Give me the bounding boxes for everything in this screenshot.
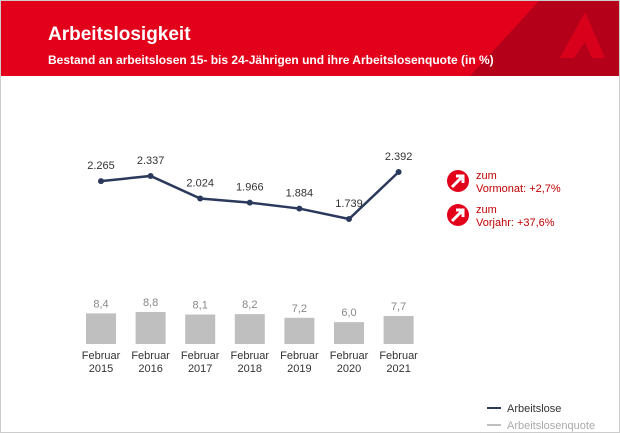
x-tick-label: Februar 2015 xyxy=(81,350,121,375)
value-label: 8,1 xyxy=(193,300,208,312)
annotation-text: zum xyxy=(476,204,497,216)
annotation-text: Vormonat: +2,7% xyxy=(476,183,561,195)
point xyxy=(346,216,352,222)
x-tick-label: Februar 2016 xyxy=(131,350,170,375)
value-label: 2.392 xyxy=(385,151,413,163)
value-label: 8,8 xyxy=(143,297,158,309)
icon xyxy=(447,170,469,192)
x-tick-label: Februar 2019 xyxy=(280,350,319,375)
value-label: 8,4 xyxy=(93,298,108,310)
point xyxy=(98,178,104,185)
value-label: 7,7 xyxy=(391,301,406,313)
bar xyxy=(383,315,414,344)
value-label: 8,2 xyxy=(242,299,257,311)
logo xyxy=(560,12,605,58)
x-tick-label: Februar 2017 xyxy=(180,350,220,375)
subtitle: Bestand an arbeitslosen 15- bis 24-Jähri… xyxy=(48,53,494,67)
value-label: 1.739 xyxy=(335,198,363,210)
annotation: zum Vorjahr: +37,6% xyxy=(476,204,555,230)
x-tick-label: Februar 2020 xyxy=(329,350,369,375)
bar xyxy=(185,314,216,344)
annotation-text: zum xyxy=(476,170,497,182)
bar xyxy=(135,311,166,344)
value-label: 7,2 xyxy=(292,303,307,315)
icon xyxy=(447,204,469,226)
value-label: 2.024 xyxy=(186,177,214,189)
value-label: 1.966 xyxy=(236,182,264,194)
x-tick-label: Februar 2018 xyxy=(230,350,270,375)
annotation-text: Vorjahr: +37,6% xyxy=(476,217,555,229)
bar xyxy=(234,314,265,344)
legend-label: Arbeitslose xyxy=(507,403,561,415)
bar xyxy=(334,322,364,344)
point xyxy=(246,199,253,206)
point xyxy=(147,172,154,179)
value-label: 6,0 xyxy=(341,307,356,319)
point xyxy=(296,205,303,212)
point xyxy=(395,169,402,175)
value-label: 2.265 xyxy=(87,160,115,172)
line xyxy=(100,171,400,221)
point xyxy=(197,195,204,202)
title: Arbeitslosigkeit xyxy=(48,24,191,45)
x-tick-label: Februar 2021 xyxy=(379,350,418,375)
bar xyxy=(284,317,315,344)
bar xyxy=(86,313,116,344)
legend-label: Arbeitslosenquote xyxy=(507,420,595,432)
value-label: 2.337 xyxy=(137,155,165,167)
annotation: zum Vormonat: +2,7% xyxy=(476,170,561,196)
value-label: 1.884 xyxy=(286,188,314,200)
